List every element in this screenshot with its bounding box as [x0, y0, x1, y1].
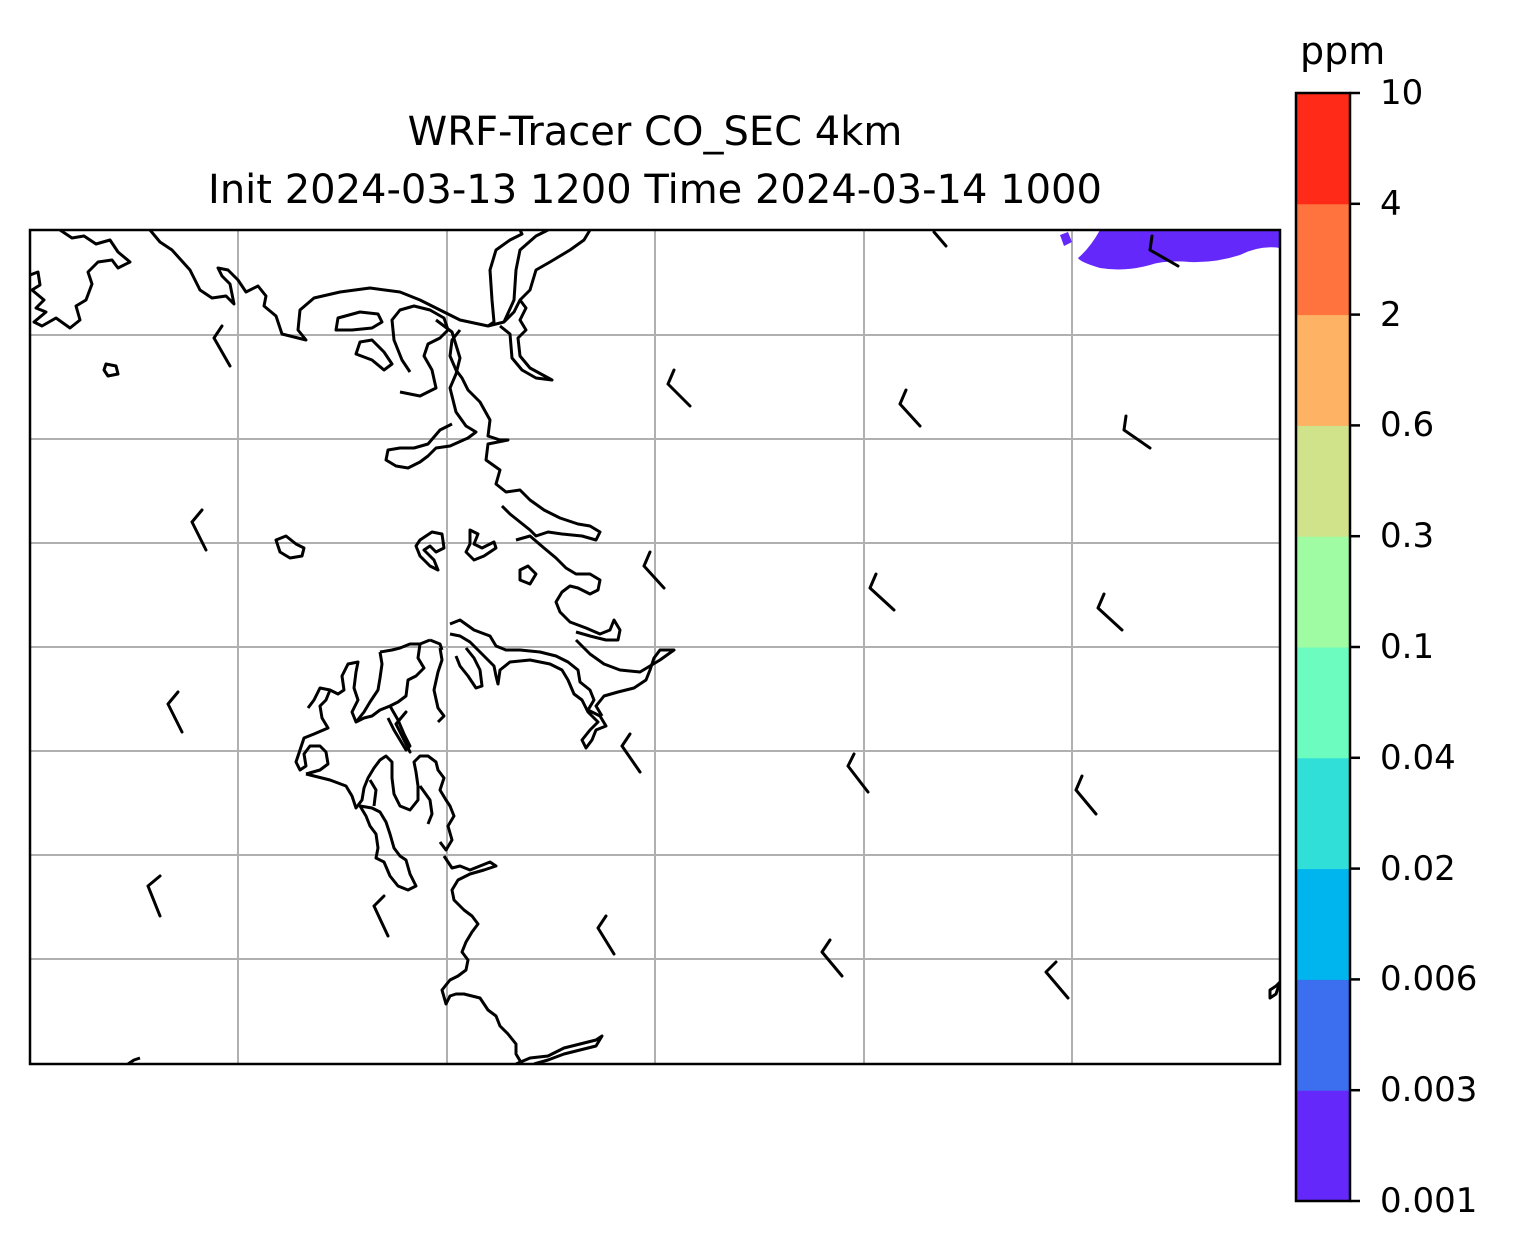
map-frame [28, 228, 1282, 1066]
colorbar-tick-label: 0.003 [1380, 1070, 1478, 1111]
colorbar-segment [1296, 757, 1350, 870]
colorbar-segment [1296, 647, 1350, 759]
colorbar-segment [1296, 1090, 1350, 1202]
colorbar-ticks [1350, 91, 1360, 1203]
colorbar-tick-label: 0.3 [1380, 516, 1435, 557]
colorbar-segment [1296, 536, 1350, 648]
colorbar-segment [1296, 93, 1350, 205]
colorbar-segment [1296, 203, 1350, 316]
map-title-line-2: Init 2024-03-13 1200 Time 2024-03-14 100… [208, 167, 1102, 213]
colorbar-tick-label: 2 [1380, 294, 1402, 335]
colorbar-tick-label: 4 [1380, 183, 1402, 224]
co-tracer-plume [1060, 230, 1280, 270]
colorbar-unit-label: ppm [1300, 29, 1386, 73]
colorbar-tick-label: 0.1 [1380, 627, 1435, 667]
colorbar-tick-label: 0.04 [1380, 737, 1456, 778]
coastlines [30, 230, 1280, 1064]
colorbar [1296, 93, 1350, 1202]
wind-barbs [146, 230, 1180, 1000]
colorbar-segment [1296, 425, 1350, 537]
map-title-line-1: WRF-Tracer CO_SEC 4km [407, 109, 903, 155]
colorbar-segment [1296, 314, 1350, 426]
map-gridlines [30, 230, 1280, 1064]
colorbar-tick-label: 10 [1380, 73, 1424, 113]
colorbar-tick-label: 0.02 [1380, 848, 1456, 889]
colorbar-tick-label: 0.001 [1380, 1181, 1478, 1221]
colorbar-tick-label: 0.006 [1380, 959, 1478, 1000]
colorbar-segment [1296, 868, 1350, 980]
colorbar-segment [1296, 979, 1350, 1091]
colorbar-tick-label: 0.6 [1380, 405, 1435, 446]
